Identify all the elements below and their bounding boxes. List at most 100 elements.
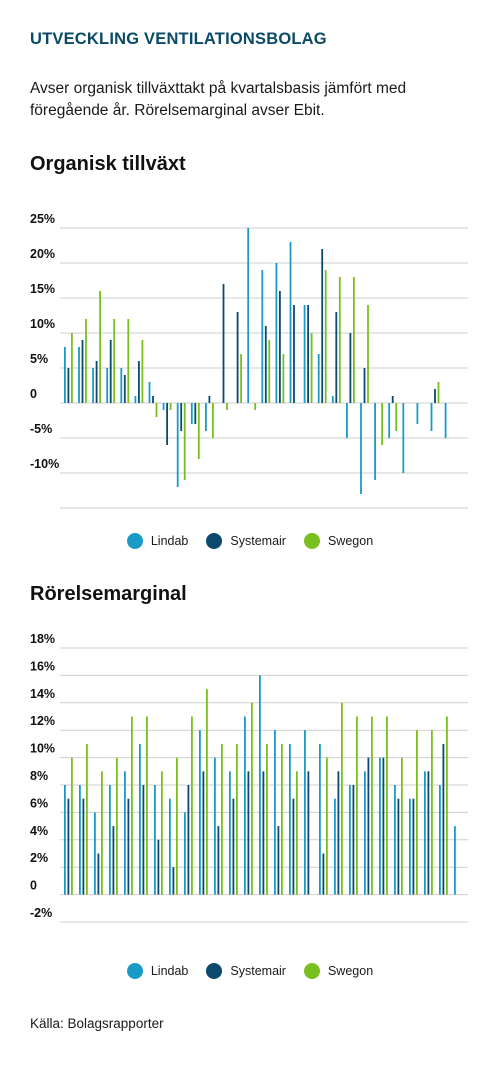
- bar-systemair: [322, 853, 325, 895]
- bar-systemair: [142, 785, 145, 895]
- bar-swegon: [116, 757, 118, 895]
- growth-chart: 25% 20% 15% 10% 5% 0 -5% -10%: [30, 212, 468, 509]
- bar-systemair: [67, 798, 70, 895]
- bar-systemair: [367, 757, 370, 895]
- bar-lindab: [289, 743, 291, 895]
- bar-swegon: [127, 319, 130, 403]
- bar-swegon: [386, 716, 388, 895]
- bar-lindab: [424, 771, 426, 895]
- legend-label-systemair: Systemair: [230, 534, 286, 548]
- bar-swegon: [437, 382, 440, 403]
- bar-lindab: [64, 785, 66, 895]
- bar-swegon: [251, 702, 253, 895]
- y-tick-label: 8%: [30, 769, 48, 783]
- bar-swegon: [356, 716, 358, 895]
- bar-swegon: [353, 277, 355, 403]
- bar-systemair: [307, 305, 309, 403]
- bar-systemair: [112, 826, 115, 895]
- bar-lindab: [317, 354, 320, 403]
- bar-swegon: [146, 716, 148, 895]
- bar-swegon: [176, 757, 178, 895]
- legend-label-systemair: Systemair: [230, 964, 286, 978]
- bar-swegon: [281, 743, 283, 895]
- bar-systemair: [247, 771, 250, 895]
- bar-swegon: [71, 757, 73, 895]
- bar-lindab: [120, 368, 123, 403]
- legend-swatch-lindab: [126, 963, 143, 979]
- y-tick-label: 18%: [30, 632, 55, 646]
- bar-swegon: [326, 757, 328, 895]
- margin-chart: 18% 16% 14% 12% 10% 8% 6% 4% 2% 0 -2%: [30, 632, 468, 923]
- bar-systemair: [127, 798, 130, 895]
- bar-lindab: [346, 403, 348, 438]
- bar-swegon: [191, 716, 193, 895]
- bar-systemair: [321, 249, 324, 403]
- legend-swatch-systemair: [206, 533, 223, 549]
- bar-swegon: [86, 743, 88, 895]
- bar-swegon: [381, 403, 383, 445]
- bar-swegon: [416, 730, 418, 895]
- bar-systemair: [81, 340, 84, 403]
- bar-systemair: [292, 798, 295, 895]
- bar-lindab: [109, 785, 111, 895]
- y-tick-label: -10%: [30, 457, 59, 471]
- bar-systemair: [109, 340, 112, 403]
- bar-lindab: [162, 403, 165, 410]
- bar-systemair: [123, 375, 126, 403]
- bar-swegon: [226, 403, 228, 410]
- bar-systemair: [307, 771, 310, 895]
- bar-systemair: [202, 771, 205, 895]
- bar-swegon: [197, 403, 200, 459]
- bar-lindab: [247, 228, 250, 403]
- bar-lindab: [388, 403, 391, 438]
- bar-lindab: [289, 242, 292, 403]
- bar-lindab: [394, 785, 396, 895]
- bar-lindab: [199, 730, 201, 895]
- legend-item-swegon: Swegon: [303, 963, 374, 979]
- bar-systemair: [138, 361, 140, 403]
- legend-item-systemair: Systemair: [206, 963, 286, 979]
- bar-swegon: [141, 340, 144, 403]
- bar-systemair: [152, 396, 154, 403]
- bar-swegon: [85, 319, 87, 403]
- bar-lindab: [430, 403, 433, 431]
- bar-swegon: [266, 743, 268, 895]
- bar-systemair: [166, 403, 168, 445]
- bar-swegon: [367, 305, 369, 403]
- bar-lindab: [184, 812, 186, 895]
- bar-systemair: [277, 826, 280, 895]
- bar-lindab: [416, 403, 419, 424]
- bar-lindab: [334, 798, 336, 895]
- legend-item-swegon: Swegon: [303, 533, 373, 549]
- bar-systemair: [157, 839, 160, 895]
- bar-lindab: [64, 347, 66, 403]
- bar-lindab: [205, 403, 207, 431]
- bar-swegon: [101, 771, 103, 895]
- bar-systemair: [67, 368, 70, 403]
- source-note: Källa: Bolagsrapporter: [30, 1016, 164, 1031]
- bar-lindab: [319, 743, 321, 895]
- bar-swegon: [296, 771, 298, 895]
- bar-systemair: [427, 771, 430, 895]
- bar-swegon: [268, 340, 271, 403]
- bar-systemair: [335, 312, 338, 403]
- y-tick-label: 14%: [30, 687, 55, 701]
- bar-lindab: [106, 368, 109, 403]
- kicker-title: UTVECKLING VENTILATIONSBOLAG: [30, 30, 327, 48]
- bar-lindab: [331, 396, 334, 403]
- margin-legend: Lindab Systemair Swegon: [0, 963, 500, 979]
- legend-label-swegon: Swegon: [327, 964, 374, 978]
- bar-swegon: [395, 403, 398, 431]
- bar-swegon: [113, 319, 116, 403]
- bar-lindab: [139, 743, 141, 895]
- bar-swegon: [161, 771, 163, 895]
- legend-label-lindab: Lindab: [150, 534, 189, 548]
- bar-systemair: [337, 771, 340, 895]
- bar-systemair: [180, 403, 183, 431]
- bar-systemair: [217, 826, 220, 895]
- y-tick-label: 20%: [30, 247, 55, 261]
- bar-swegon: [341, 702, 343, 895]
- y-tick-label: 10%: [30, 317, 55, 331]
- y-tick-label: 4%: [30, 824, 48, 838]
- legend-item-lindab: Lindab: [126, 963, 188, 979]
